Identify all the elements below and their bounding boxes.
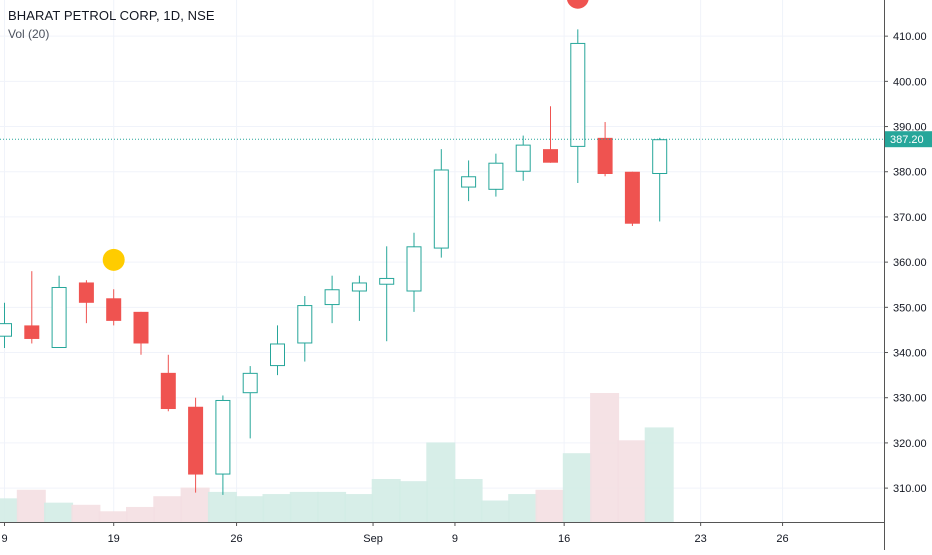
y-tick-label: 360.00 <box>893 257 927 269</box>
candle-body <box>0 323 12 337</box>
candle-body <box>270 343 285 367</box>
x-tick-label: 9 <box>452 533 458 545</box>
y-tick-label: 330.00 <box>893 393 927 405</box>
candle-body <box>51 286 67 348</box>
candle-body <box>133 311 149 344</box>
y-tick-label: 320.00 <box>893 438 927 450</box>
volume-bar <box>44 502 74 522</box>
x-tick-label: 9 <box>1 533 7 545</box>
volume-bars <box>0 393 674 522</box>
volume-bar <box>480 500 510 522</box>
volume-bar <box>644 427 674 522</box>
volume-indicator-label: Vol (20) <box>8 27 50 41</box>
y-tick-label: 380.00 <box>893 167 927 179</box>
candles <box>0 29 668 495</box>
candle-body <box>433 169 449 249</box>
candle-body <box>406 246 422 292</box>
signal-marker-red <box>567 0 589 9</box>
x-tick-label: 26 <box>230 533 242 545</box>
volume-bar <box>453 479 483 522</box>
x-tick-label: 26 <box>776 533 788 545</box>
y-tick-label: 340.00 <box>893 348 927 360</box>
volume-bar <box>289 491 319 522</box>
x-tick-label: Sep <box>363 533 383 545</box>
volume-bar <box>344 494 374 522</box>
candle-body <box>215 399 231 475</box>
candle-body <box>106 298 122 321</box>
candle-body <box>160 372 176 410</box>
candle-body <box>570 42 586 147</box>
current-price-badge <box>885 131 932 148</box>
y-tick-label: 400.00 <box>893 76 927 88</box>
volume-bar <box>426 442 456 522</box>
candle-body <box>624 171 640 224</box>
y-tick-label: 390.00 <box>893 122 927 134</box>
chart-header: BHARAT PETROL CORP, 1D, NSE Vol (20) <box>8 8 215 41</box>
volume-bar <box>262 494 292 522</box>
candle-body <box>515 144 531 172</box>
volume-bar <box>180 487 210 522</box>
volume-bar <box>0 498 19 522</box>
candle-body <box>597 137 613 174</box>
volume-bar <box>235 496 265 522</box>
candle-body <box>78 282 94 303</box>
x-tick-label: 23 <box>695 533 707 545</box>
candle-body <box>324 289 340 306</box>
y-tick-label: 370.00 <box>893 212 927 224</box>
volume-bar <box>508 494 538 522</box>
volume-bar <box>371 479 401 522</box>
volume-bar <box>207 491 237 522</box>
volume-bar <box>317 491 347 522</box>
candle-body <box>461 176 477 188</box>
x-tick-label: 16 <box>558 533 570 545</box>
volume-bar <box>562 453 592 522</box>
candle-body <box>351 282 367 292</box>
volume-bar <box>399 481 428 522</box>
volume-bar <box>590 393 620 522</box>
current-price: 387.20 <box>0 131 932 148</box>
candle-body <box>488 162 504 190</box>
markers <box>102 0 589 271</box>
volume-bar <box>535 489 565 522</box>
current-price-label: 387.20 <box>890 134 924 146</box>
volume-bar <box>98 511 128 522</box>
volume-bar <box>617 440 647 522</box>
signal-marker-yellow <box>102 248 125 271</box>
y-tick-label: 350.00 <box>893 302 927 314</box>
candle-body <box>242 372 258 394</box>
candle-body <box>379 277 395 285</box>
x-tick-label: 19 <box>108 533 120 545</box>
volume-bar <box>71 504 101 522</box>
y-tick-label: 310.00 <box>893 483 927 495</box>
candle-body <box>297 305 313 344</box>
candle-body <box>652 139 668 174</box>
candle-body <box>188 406 204 475</box>
y-tick-label: 410.00 <box>893 31 927 43</box>
candle-body <box>24 325 40 339</box>
volume-bar <box>153 496 183 522</box>
symbol-title: BHARAT PETROL CORP, 1D, NSE <box>8 8 215 23</box>
volume-bar <box>126 506 155 522</box>
candle-body <box>543 149 558 163</box>
volume-bar <box>16 489 46 522</box>
